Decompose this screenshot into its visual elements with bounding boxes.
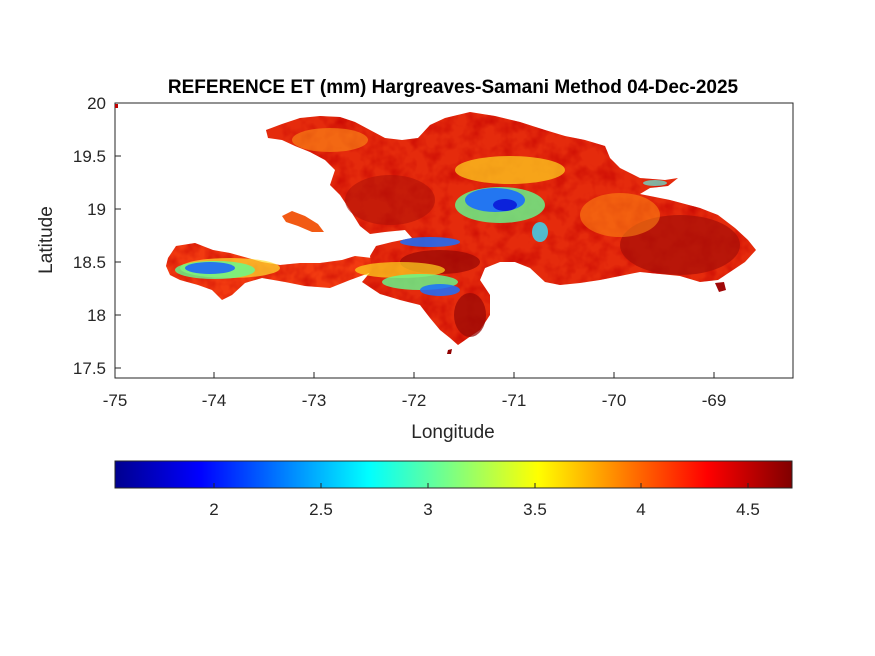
colorbar-tick-label: 2 (209, 500, 218, 519)
central-hot-region (345, 175, 435, 225)
colorbar-tick-label: 4.5 (736, 500, 760, 519)
et-heatmap (115, 104, 756, 354)
valley-blue (400, 237, 460, 247)
central-blue (465, 188, 525, 212)
saona-island (715, 282, 726, 292)
x-tick-label: -70 (602, 391, 627, 410)
y-tick-label: 18 (87, 306, 106, 325)
south-hot-region (454, 293, 486, 337)
central-deep-blue (493, 199, 517, 211)
y-tick-label: 19 (87, 200, 106, 219)
y-tick-label: 20 (87, 94, 106, 113)
south-blue (420, 284, 460, 296)
x-tick-label: -69 (702, 391, 727, 410)
east-hot-region (620, 215, 740, 275)
gonave-island (282, 211, 324, 232)
y-axis-label: Latitude (36, 206, 57, 274)
y-tick-label: 17.5 (73, 359, 106, 378)
x-tick-label: -71 (502, 391, 527, 410)
cordillera-yellow (455, 156, 565, 184)
colorbar-tick-label: 3 (423, 500, 432, 519)
y-tick-label: 18.5 (73, 253, 106, 272)
map-title: REFERENCE ET (mm) Hargreaves-Samani Meth… (168, 77, 739, 98)
colorbar-tick-label: 3.5 (523, 500, 547, 519)
y-tick-label: 19.5 (73, 147, 106, 166)
south-yellow (355, 262, 445, 278)
north-cyan (643, 180, 667, 186)
north-coast-orange (292, 128, 368, 152)
x-tick-label: -73 (302, 391, 327, 410)
speck-top-left (115, 104, 118, 108)
colorbar-gradient (114, 460, 793, 489)
east-cyan (532, 222, 548, 242)
y-axis: 20 19.5 19 18.5 18 17.5 Latitude (36, 94, 121, 378)
colorbar-tick-label: 2.5 (309, 500, 333, 519)
beata-island (447, 349, 452, 354)
colorbar: 2 2.5 3 3.5 4 4.5 (114, 460, 793, 519)
x-tick-label: -75 (103, 391, 128, 410)
x-tick-label: -72 (402, 391, 427, 410)
sw-blue (185, 262, 235, 274)
colorbar-tick-label: 4 (636, 500, 645, 519)
x-axis-label: Longitude (411, 422, 494, 443)
x-tick-label: -74 (202, 391, 227, 410)
x-axis: -75 -74 -73 -72 -71 -70 -69 Longitude (103, 372, 727, 443)
east-plateau-orange (580, 193, 660, 237)
